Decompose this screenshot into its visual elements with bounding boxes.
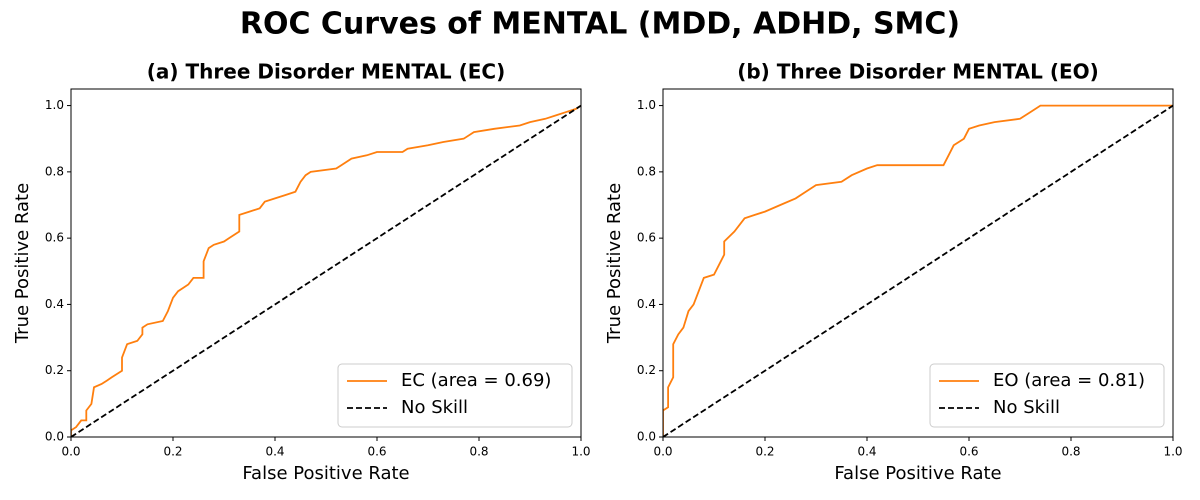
series-line [663,104,1173,437]
series-line [663,104,1173,437]
axes-frame [662,88,1174,438]
series-line [71,104,581,437]
figure-title: ROC Curves of MENTAL (MDD, ADHD, SMC) [240,7,960,42]
series-line [71,104,581,437]
x-tick-label: 0.2 [163,445,182,459]
x-tick-label: 0.8 [469,445,488,459]
y-tick-label: 0.2 [637,363,656,377]
y-tick-label: 1.0 [637,98,656,112]
legend-label: No Skill [401,397,468,418]
y-tick-label: 1.0 [45,98,64,112]
y-tick-label: 0.8 [637,164,656,178]
legend-label: EC (area = 0.69) [401,370,551,391]
y-tick-label: 0.6 [45,231,64,245]
y-tick-label: 0.4 [637,297,656,311]
subplot-title: (b) Three Disorder MENTAL (EO) [737,60,1099,84]
x-tick-label: 0.4 [857,445,876,459]
axes-frame [70,88,582,438]
y-tick-label: 0.8 [45,164,64,178]
legend-box [337,363,573,428]
y-axis-label: True Positive Rate [604,183,625,344]
x-tick-label: 0.0 [61,445,80,459]
x-tick-label: 0.8 [1061,445,1080,459]
y-tick-label: 0.4 [45,297,64,311]
legend-box [929,363,1165,428]
x-tick-label: 0.6 [367,445,386,459]
y-tick-label: 0.0 [637,430,656,444]
legend-label: No Skill [993,397,1060,418]
x-axis-label: False Positive Rate [242,463,409,484]
y-tick-label: 0.6 [637,231,656,245]
y-axis-label: True Positive Rate [12,183,33,344]
x-tick-label: 0.2 [755,445,774,459]
subplot-title: (a) Three Disorder MENTAL (EC) [147,60,505,84]
legend-label: EO (area = 0.81) [993,370,1145,391]
x-tick-label: 1.0 [571,445,590,459]
x-tick-label: 0.6 [959,445,978,459]
x-tick-label: 0.4 [265,445,284,459]
x-tick-label: 0.0 [653,445,672,459]
y-tick-label: 0.0 [45,430,64,444]
x-tick-label: 1.0 [1163,445,1182,459]
x-axis-label: False Positive Rate [834,463,1001,484]
y-tick-label: 0.2 [45,363,64,377]
